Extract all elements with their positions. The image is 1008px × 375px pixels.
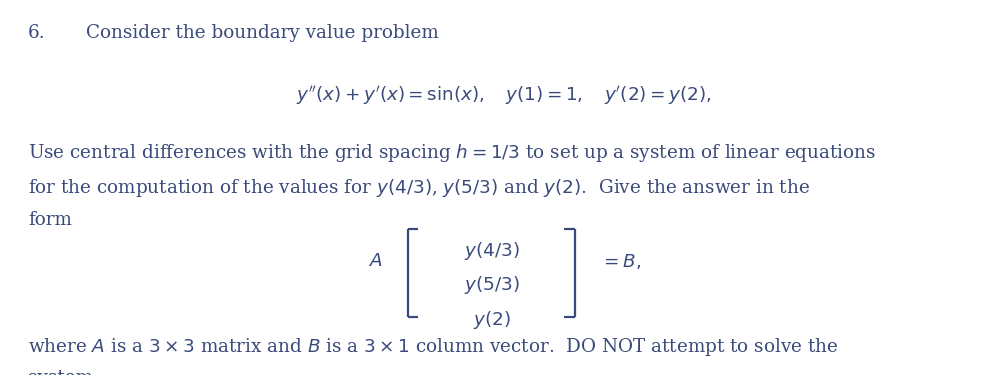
Text: system.: system. [28, 369, 99, 375]
Text: Use central differences with the grid spacing $h = 1/3$ to set up a system of li: Use central differences with the grid sp… [28, 142, 876, 165]
Text: $y''(x) + y'(x) = \sin(x), \quad y(1) = 1, \quad y'(2) = y(2),$: $y''(x) + y'(x) = \sin(x), \quad y(1) = … [296, 84, 712, 107]
Text: Consider the boundary value problem: Consider the boundary value problem [86, 24, 438, 42]
Text: for the computation of the values for $y(4/3)$, $y(5/3)$ and $y(2)$.  Give the a: for the computation of the values for $y… [28, 177, 810, 199]
Text: $y(4/3)$: $y(4/3)$ [464, 240, 519, 262]
Text: 6.: 6. [28, 24, 45, 42]
Text: $y(5/3)$: $y(5/3)$ [464, 274, 519, 297]
Text: $A$: $A$ [369, 252, 383, 270]
Text: $y(2)$: $y(2)$ [473, 309, 510, 331]
Text: $= B,$: $= B,$ [600, 252, 641, 271]
Text: form: form [28, 211, 73, 230]
Text: where $A$ is a $3 \times 3$ matrix and $B$ is a $3 \times 1$ column vector.  DO : where $A$ is a $3 \times 3$ matrix and $… [28, 336, 839, 358]
